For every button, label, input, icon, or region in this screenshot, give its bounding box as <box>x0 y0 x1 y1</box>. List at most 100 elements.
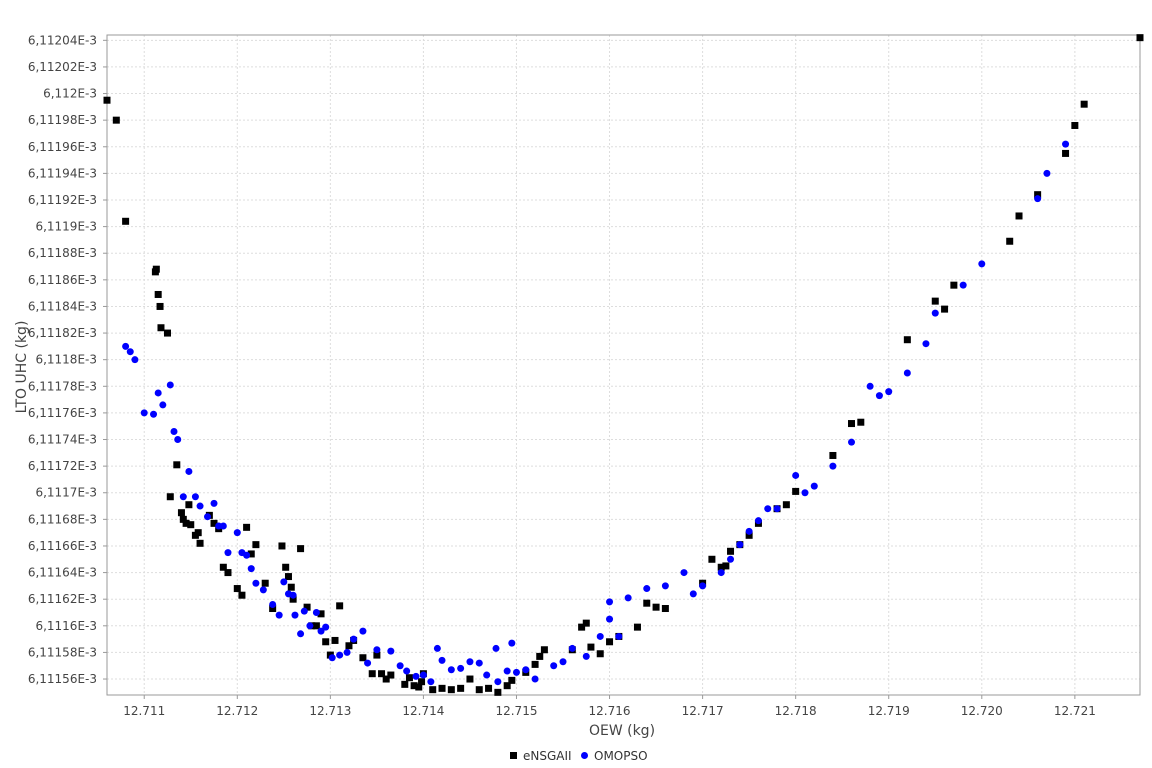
data-point <box>792 471 800 479</box>
data-point <box>427 678 435 686</box>
y-axis-title: LTO UHC (kg) <box>14 321 30 414</box>
data-point <box>204 513 212 521</box>
data-point <box>717 569 725 577</box>
data-point <box>185 501 193 509</box>
data-point <box>606 598 614 606</box>
x-tick-label: 12.711 <box>123 704 165 718</box>
y-tick-label: 6,11198E-3 <box>28 113 97 127</box>
y-tick-label: 6,11196E-3 <box>28 140 97 154</box>
data-point <box>475 659 483 667</box>
data-point <box>359 627 367 635</box>
x-tick-label: 12.717 <box>682 704 724 718</box>
data-point <box>403 667 411 675</box>
data-point <box>1062 149 1070 157</box>
y-tick-label: 6,1118E-3 <box>35 353 97 367</box>
data-point <box>359 654 367 662</box>
y-tick-label: 6,11176E-3 <box>28 406 97 420</box>
data-point <box>122 217 130 225</box>
data-point <box>131 356 139 364</box>
data-point <box>196 502 204 510</box>
data-point <box>492 644 500 652</box>
data-point <box>373 651 381 659</box>
data-point <box>727 555 735 563</box>
data-point <box>150 410 158 418</box>
data-point <box>174 436 182 444</box>
data-point <box>191 493 199 501</box>
y-tick-label: 6,11184E-3 <box>28 299 97 313</box>
data-point <box>269 605 277 613</box>
data-point <box>857 418 865 426</box>
data-point <box>1006 237 1014 245</box>
data-point <box>508 676 516 684</box>
data-point <box>259 586 267 594</box>
data-point <box>457 664 465 672</box>
data-point <box>829 462 837 470</box>
x-axis: 12.711 12.712 12.713 12.714 12.715 12.716 12.7… <box>123 695 1096 718</box>
x-tick-label: 12.716 <box>589 704 631 718</box>
data-point <box>1015 212 1023 220</box>
data-point <box>503 667 511 675</box>
data-point <box>792 487 800 495</box>
data-point <box>387 671 395 679</box>
y-tick-label: 6,11188E-3 <box>28 246 97 260</box>
data-point <box>410 682 418 690</box>
data-point <box>156 302 164 310</box>
data-point <box>722 562 730 570</box>
y-tick-label: 6,11174E-3 <box>28 433 97 447</box>
data-point <box>328 654 336 662</box>
data-point <box>485 684 493 692</box>
y-tick-label: 6,11168E-3 <box>28 512 97 526</box>
data-point <box>438 684 446 692</box>
legend: eNSGAII OMOPSO <box>510 749 648 763</box>
data-point <box>689 590 697 598</box>
data-point <box>336 651 344 659</box>
data-point <box>196 539 204 547</box>
data-point <box>699 582 707 590</box>
data-point <box>1071 121 1079 129</box>
data-point <box>522 666 530 674</box>
y-tick-label: 6,11202E-3 <box>28 60 97 74</box>
grid <box>107 35 1140 695</box>
data-point <box>736 541 744 549</box>
data-point <box>568 644 576 652</box>
data-point <box>643 585 651 593</box>
data-point <box>419 671 427 679</box>
legend-marker <box>581 752 588 759</box>
data-point <box>596 632 604 640</box>
data-point <box>297 630 305 638</box>
data-point <box>247 565 255 573</box>
data-point <box>297 545 305 553</box>
data-point <box>405 674 413 682</box>
data-point <box>531 675 539 683</box>
data-point <box>291 611 299 619</box>
data-point <box>243 551 251 559</box>
data-point <box>154 389 162 397</box>
data-point <box>252 541 260 549</box>
data-point <box>303 603 311 611</box>
data-point <box>950 281 958 289</box>
data-point <box>582 652 590 660</box>
data-point <box>466 675 474 683</box>
data-point <box>745 531 753 539</box>
data-point <box>680 569 688 577</box>
data-point <box>163 329 171 337</box>
data-point <box>727 547 735 555</box>
data-point <box>531 660 539 668</box>
x-tick-label: 12.718 <box>775 704 817 718</box>
data-point <box>166 493 174 501</box>
data-point <box>540 646 548 654</box>
data-point <box>941 305 949 313</box>
data-point <box>126 348 134 356</box>
data-point <box>536 652 544 660</box>
data-point <box>782 501 790 509</box>
y-tick-label: 6,11178E-3 <box>28 379 97 393</box>
data-point <box>661 605 669 613</box>
data-point <box>284 573 292 581</box>
data-point <box>317 627 325 635</box>
data-point <box>475 686 483 694</box>
data-point <box>978 260 986 268</box>
data-point <box>378 670 386 678</box>
data-point <box>317 610 325 618</box>
data-point <box>931 297 939 305</box>
